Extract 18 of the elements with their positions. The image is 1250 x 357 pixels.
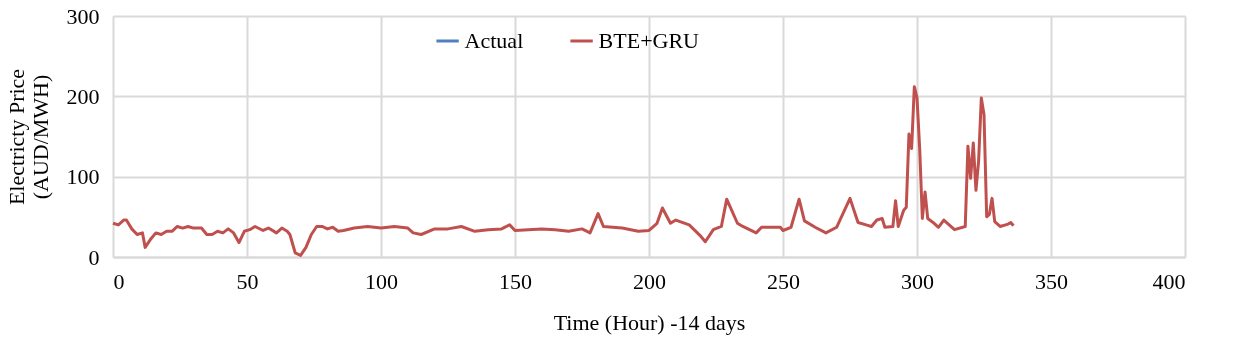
y-tick-label: 300 <box>66 3 100 29</box>
line-series <box>111 85 1015 257</box>
legend-label: BTE+GRU <box>598 28 700 53</box>
x-axis-title: Time (Hour) -14 days <box>553 309 746 335</box>
y-tick-label: 200 <box>66 83 100 109</box>
x-tick-label: 0 <box>113 268 125 294</box>
y-tick-label: 100 <box>66 164 100 190</box>
y-tick-label: 0 <box>88 244 100 270</box>
x-tick-label: 100 <box>365 268 398 294</box>
x-tick-label: 250 <box>767 268 800 294</box>
x-tick-label: 350 <box>1035 268 1068 294</box>
y-axis-title: Electricty Price (AUD/MWH) <box>3 68 53 206</box>
x-tick-label: 50 <box>236 268 259 294</box>
legend-label: Actual <box>464 28 524 53</box>
x-tick-label: 300 <box>901 268 934 294</box>
x-tick-label: 200 <box>633 268 666 294</box>
x-tick-label: 150 <box>499 268 532 294</box>
x-tick-label: 400 <box>1152 268 1186 294</box>
